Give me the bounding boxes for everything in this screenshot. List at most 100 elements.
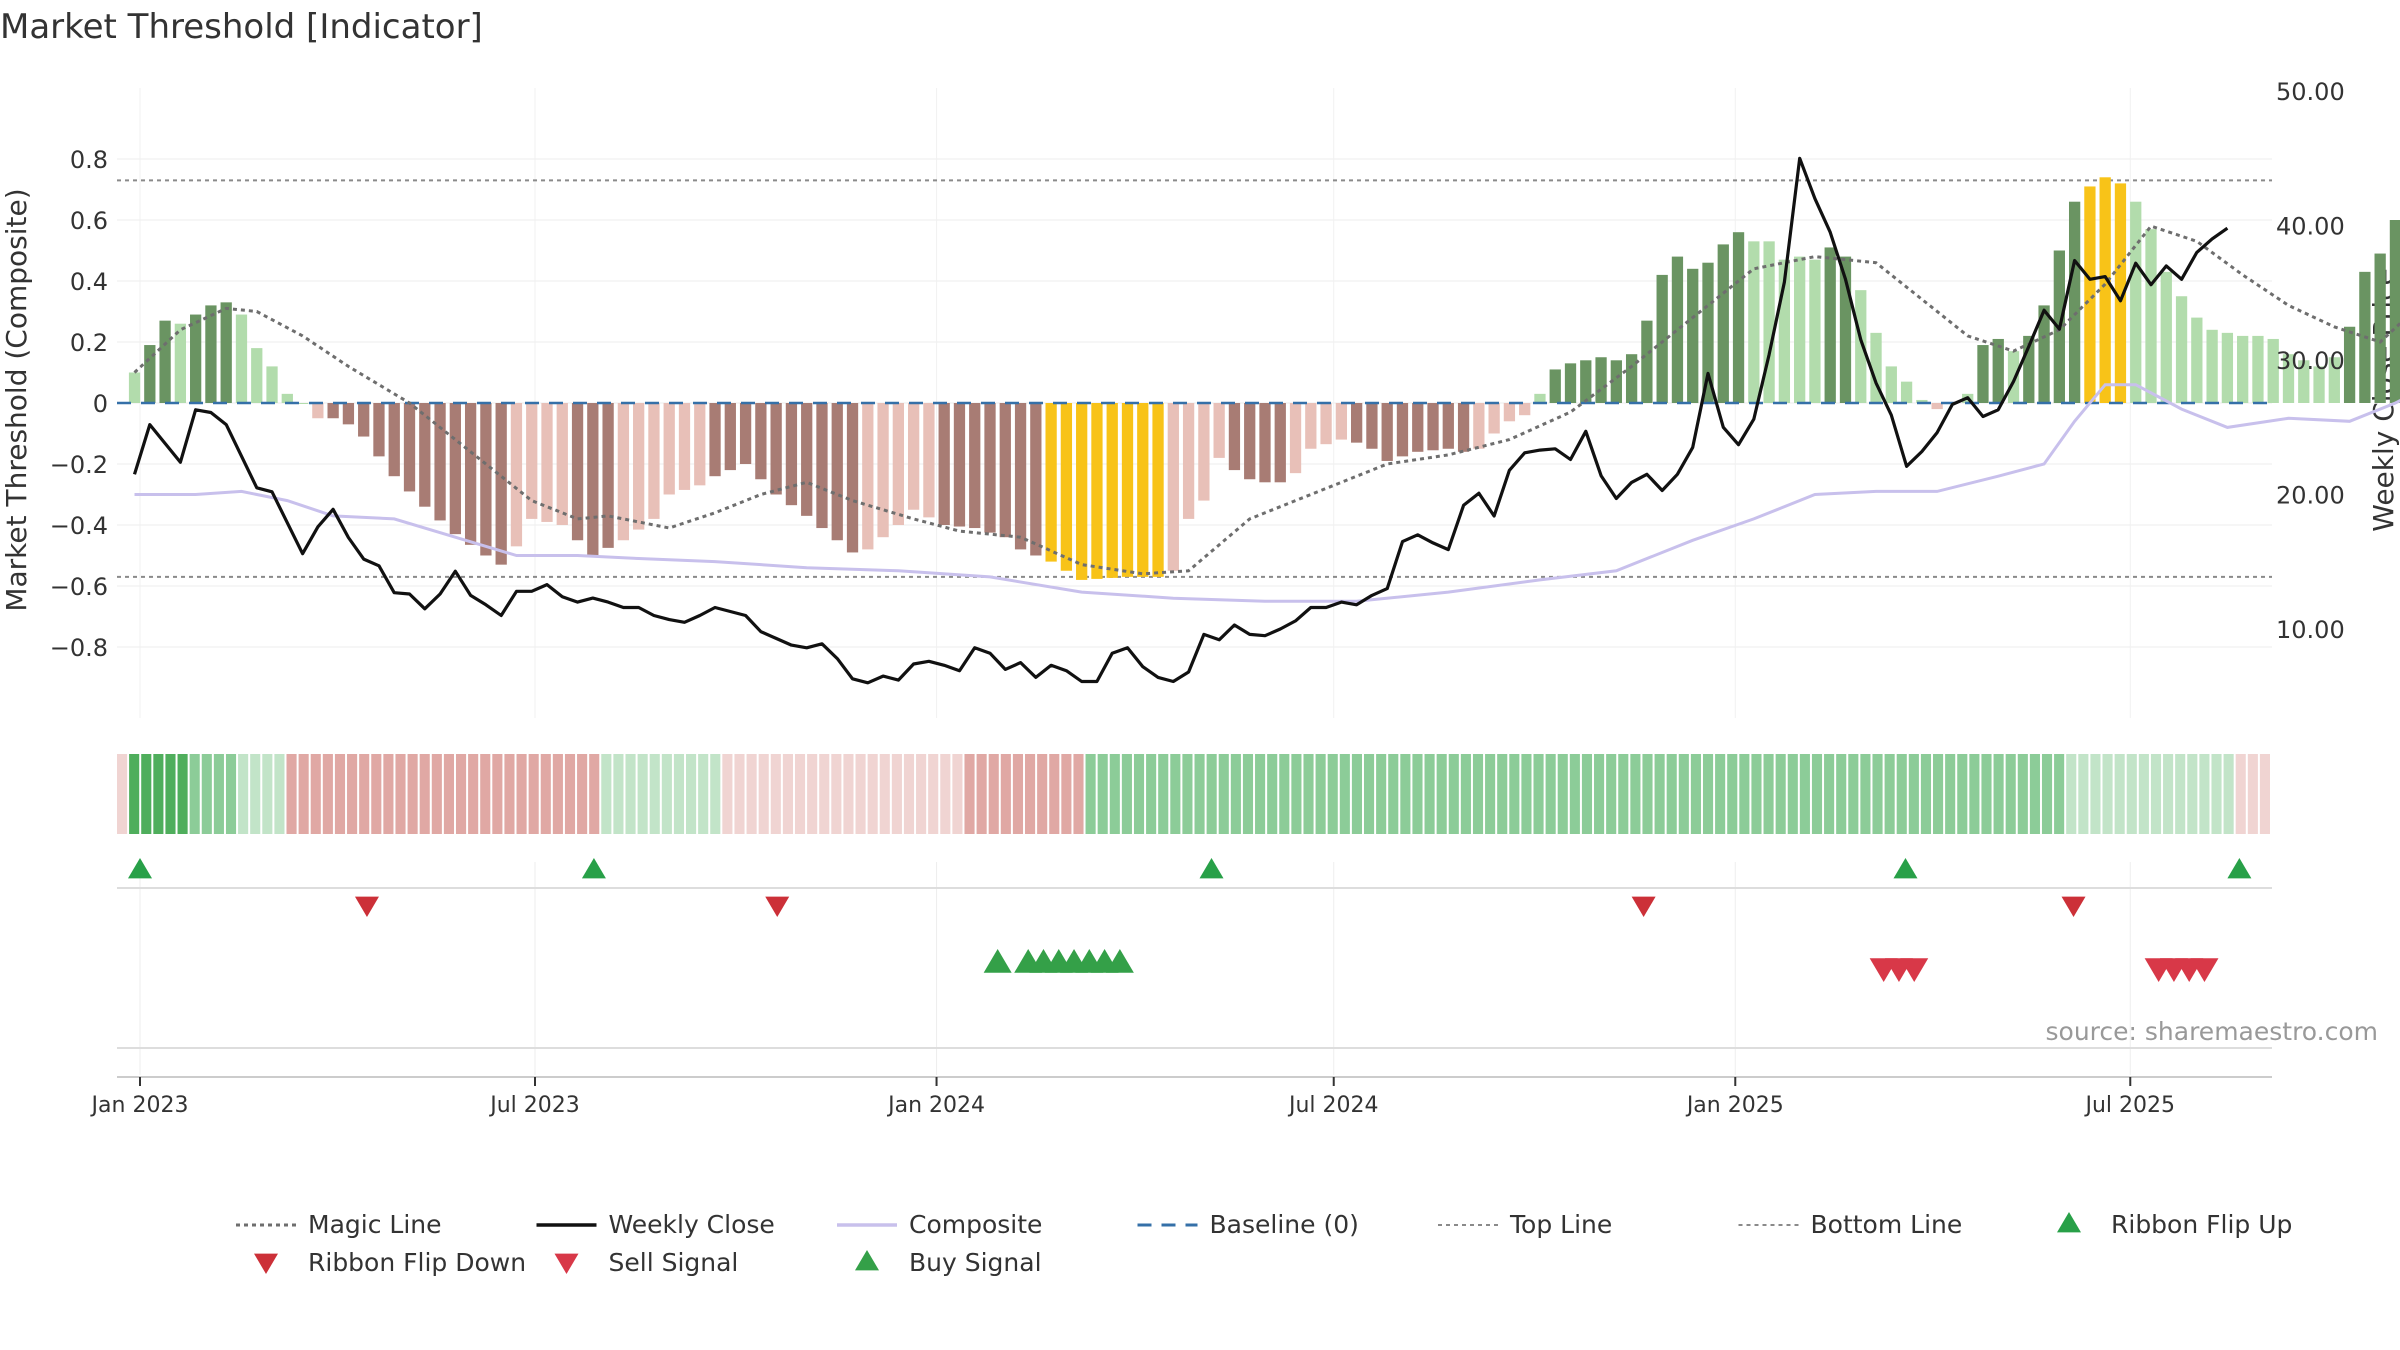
chart-title: Market Threshold [Indicator] [0,7,483,47]
composite-bar [709,403,721,477]
composite-bar [1549,369,1561,403]
composite-bar [1305,403,1317,449]
ribbon-cell [589,754,600,834]
ribbon-cell [1206,754,1217,834]
legend-label: Ribbon Flip Down [308,1248,526,1277]
ribbon-cell [2041,754,2053,834]
ribbon-cell [431,754,442,834]
ribbon-cell [1000,754,1011,834]
composite-bar [144,345,156,403]
composite-bar [1076,403,1088,580]
ribbon-cell [2017,754,2028,834]
composite-bar [2389,220,2400,403]
ribbon-cell [552,754,563,834]
composite-bar [831,403,843,541]
ribbon-cell [1715,754,1726,834]
ribbon-cell [2078,754,2089,834]
composite-bar [969,403,981,529]
composite-bar [1732,232,1745,403]
ribbon-cell [758,754,769,834]
composite-bar [2237,335,2249,403]
composite-bar [1687,268,1699,403]
ribbon-cell [1012,754,1024,834]
composite-bar [1121,403,1134,577]
ribbon-cell [1170,754,1181,834]
y-tick-label: 0.2 [70,329,108,357]
ribbon-cell [964,754,975,834]
ribbon-cell [1121,754,1132,834]
composite-bar [1198,403,1210,501]
ribbon-cell [310,754,321,834]
composite-bar [2084,186,2096,403]
ribbon-cell [1158,754,1169,834]
composite-bar [2160,271,2172,403]
composite-bar [2175,296,2188,403]
y-tick-label: 0.8 [70,146,108,174]
ribbon-cell [1073,754,1084,834]
composite-bar [846,403,859,553]
y-axis-label: Market Threshold (Composite) [0,188,33,611]
ribbon-cell [1824,754,1835,834]
composite-bar [648,403,660,519]
composite-bar [862,403,874,550]
composite-bar [1167,403,1179,571]
ribbon-cell [1388,754,1399,834]
ribbon-cell [165,754,176,834]
ribbon-cell [2211,754,2222,834]
x-tick-label: Jan 2024 [886,1093,985,1118]
ribbon-cell [1255,754,1266,834]
ribbon-flip-up-marker [2227,858,2252,879]
x-tick-label: Jan 2025 [1685,1093,1784,1118]
composite-bar [1182,403,1195,519]
composite-bar [388,403,400,477]
ribbon-cell [1727,754,1738,834]
ribbon-cell [383,754,394,834]
ribbon-cell [601,754,612,834]
composite-bar [159,320,171,403]
composite-bar [403,403,416,492]
y2-tick-label: 30.00 [2276,347,2345,375]
composite-bar [1259,403,1271,483]
y-tick-label: 0.4 [70,268,108,296]
ribbon-cell [1303,754,1314,834]
legend-label: Magic Line [308,1210,442,1239]
ribbon-cell [117,754,128,834]
ribbon-cell [1908,754,1919,834]
ribbon-cell [782,754,793,834]
ribbon-cell [1799,754,1810,834]
ribbon-cell [334,754,346,834]
composite-bar [1503,403,1516,422]
ribbon-cell [1291,754,1302,834]
source-note: source: sharemaestro.com [2046,1017,2379,1046]
y-axis-ticks: 0.8 0.6 0.4 0.2 0 −0.2 −0.4 −0.6 −0.8 [50,146,108,662]
ribbon-cell [1218,754,1229,834]
ribbon-cell [2163,754,2174,834]
ribbon-cell [794,754,806,834]
composite-bar [174,323,187,403]
legend-label: Sell Signal [609,1248,739,1277]
ribbon-cell [213,754,224,834]
ribbon-cell [1787,754,1798,834]
ribbon-cell [1460,754,1471,834]
ribbon-cell [322,754,333,834]
ribbon-cell [1957,754,1968,834]
ribbon-cell [1339,754,1350,834]
x-tick-label: Jul 2023 [488,1093,580,1118]
composite-bar [1381,403,1393,461]
ribbon-cell [2187,754,2198,834]
x-axis-ticks: Jan 2023 Jul 2023 Jan 2024 Jul 2024 Jan 2025… [90,1076,2272,1118]
ribbon-cell [903,754,915,834]
ribbon-cell [274,754,285,834]
composite-bar [1228,403,1241,471]
legend-label: Weekly Close [609,1210,775,1239]
ribbon-cell [238,754,249,834]
ribbon-cell [504,754,515,834]
composite-bar [2130,201,2142,403]
composite-bar [907,403,920,510]
ribbon-cell [407,754,418,834]
composite-bar [1213,403,1225,458]
composite-bar [327,403,339,419]
ribbon-cell [1860,754,1871,834]
composite-bar [1717,244,1729,403]
